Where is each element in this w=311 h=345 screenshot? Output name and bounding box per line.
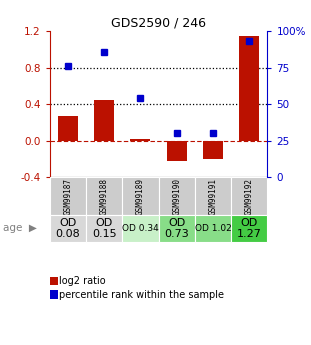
Text: GSM99189: GSM99189 — [136, 178, 145, 215]
Bar — [159, 215, 195, 242]
Text: GSM99188: GSM99188 — [100, 178, 109, 215]
Text: OD
0.15: OD 0.15 — [92, 218, 117, 239]
Text: OD
1.27: OD 1.27 — [237, 218, 262, 239]
Bar — [231, 177, 267, 215]
Bar — [86, 215, 122, 242]
Bar — [195, 215, 231, 242]
Bar — [231, 215, 267, 242]
Text: log2 ratio: log2 ratio — [59, 276, 106, 286]
Bar — [50, 215, 86, 242]
Bar — [159, 177, 195, 215]
Bar — [203, 141, 223, 159]
Bar — [122, 177, 159, 215]
Bar — [239, 36, 259, 141]
Bar — [122, 215, 159, 242]
Bar — [195, 177, 231, 215]
Text: GSM99190: GSM99190 — [172, 178, 181, 215]
Title: GDS2590 / 246: GDS2590 / 246 — [111, 17, 206, 30]
Text: OD 1.02: OD 1.02 — [195, 224, 231, 233]
Text: GSM99192: GSM99192 — [245, 178, 254, 215]
Bar — [94, 100, 114, 141]
Bar — [167, 141, 187, 161]
Bar — [58, 116, 78, 141]
Text: GSM99191: GSM99191 — [209, 178, 217, 215]
Text: percentile rank within the sample: percentile rank within the sample — [59, 290, 224, 300]
Text: OD
0.73: OD 0.73 — [165, 218, 189, 239]
Text: OD
0.08: OD 0.08 — [56, 218, 80, 239]
Bar — [131, 139, 151, 141]
Bar — [50, 177, 86, 215]
Text: age  ▶: age ▶ — [3, 223, 37, 233]
Bar — [86, 177, 122, 215]
Text: OD 0.34: OD 0.34 — [122, 224, 159, 233]
Text: GSM99187: GSM99187 — [63, 178, 72, 215]
